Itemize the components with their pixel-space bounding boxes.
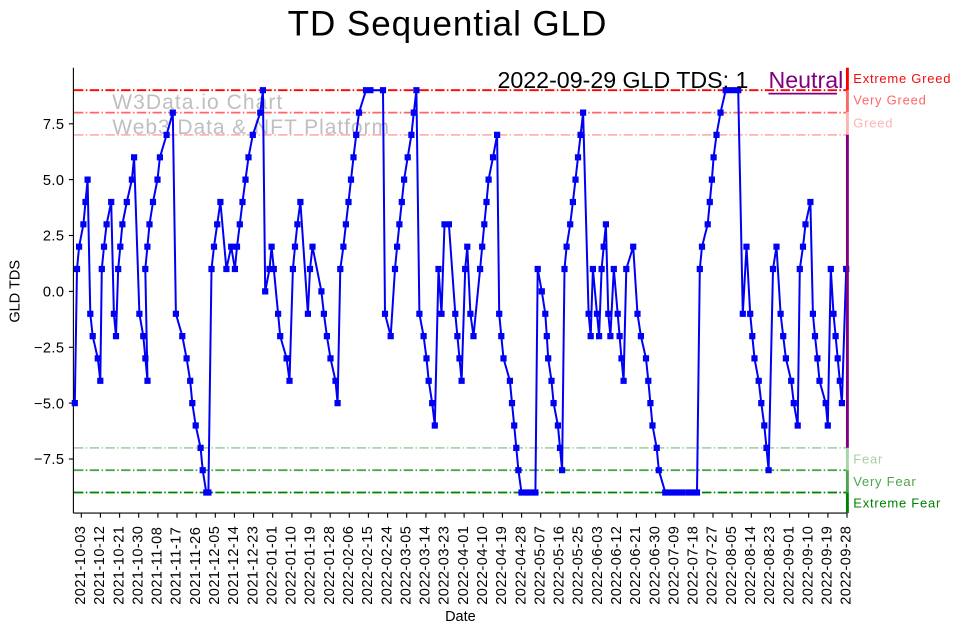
svg-text:2022-01-01: 2022-01-01: [264, 526, 280, 605]
svg-text:2021-11-08: 2021-11-08: [150, 527, 166, 605]
svg-text:Very Greed: Very Greed: [853, 93, 926, 108]
svg-text:2022-03-14: 2022-03-14: [418, 526, 434, 605]
svg-text:2022-07-09: 2022-07-09: [666, 526, 682, 605]
svg-text:2022-03-23: 2022-03-23: [437, 526, 453, 605]
svg-text:2021-12-14: 2021-12-14: [226, 526, 242, 605]
svg-text:2022-07-27: 2022-07-27: [705, 526, 721, 605]
svg-text:2021-10-12: 2021-10-12: [92, 526, 108, 605]
svg-text:2022-06-12: 2022-06-12: [609, 526, 625, 605]
svg-text:2022-09-28: 2022-09-28: [839, 526, 855, 605]
svg-text:Neutral: Neutral: [769, 67, 844, 93]
svg-text:2022-05-16: 2022-05-16: [552, 526, 568, 605]
svg-text:2022-08-05: 2022-08-05: [724, 526, 740, 605]
svg-text:2022-01-28: 2022-01-28: [322, 526, 338, 605]
svg-text:2022-02-15: 2022-02-15: [360, 526, 376, 605]
svg-text:−5.0: −5.0: [34, 396, 65, 412]
svg-text:2.5: 2.5: [43, 229, 65, 245]
svg-text:Extreme Greed: Extreme Greed: [853, 71, 951, 86]
svg-text:2022-01-19: 2022-01-19: [303, 526, 319, 605]
svg-text:−7.5: −7.5: [34, 452, 65, 468]
svg-text:2022-09-19: 2022-09-19: [820, 526, 836, 605]
svg-text:2022-04-28: 2022-04-28: [513, 526, 529, 605]
svg-text:2022-06-21: 2022-06-21: [628, 526, 644, 605]
svg-text:2022-04-10: 2022-04-10: [475, 526, 491, 605]
svg-text:2022-02-24: 2022-02-24: [379, 526, 395, 605]
svg-text:2021-11-17: 2021-11-17: [169, 527, 185, 605]
svg-text:2021-12-23: 2021-12-23: [245, 526, 261, 605]
svg-text:2022-08-23: 2022-08-23: [762, 526, 778, 605]
svg-text:2022-06-30: 2022-06-30: [647, 526, 663, 605]
svg-text:Date: Date: [445, 609, 476, 625]
svg-text:2022-09-10: 2022-09-10: [800, 526, 816, 605]
svg-text:7.5: 7.5: [43, 117, 65, 133]
svg-text:2022-04-01: 2022-04-01: [456, 526, 472, 605]
svg-text:2022-05-07: 2022-05-07: [532, 526, 548, 605]
svg-text:2022-09-01: 2022-09-01: [781, 526, 797, 605]
svg-text:2021-12-05: 2021-12-05: [207, 526, 223, 605]
svg-text:W3Data.io Chart: W3Data.io Chart: [112, 91, 283, 114]
svg-text:Web3 Data & NFT Platform: Web3 Data & NFT Platform: [112, 116, 390, 139]
svg-text:2022-05-25: 2022-05-25: [571, 526, 587, 605]
svg-text:2021-10-03: 2021-10-03: [73, 526, 89, 605]
svg-text:Fear: Fear: [853, 451, 883, 466]
svg-text:2022-01-10: 2022-01-10: [284, 526, 300, 605]
svg-text:0.0: 0.0: [43, 285, 65, 301]
svg-text:GLD TDS: GLD TDS: [8, 260, 24, 323]
svg-text:Greed: Greed: [853, 115, 893, 130]
svg-text:Extreme Fear: Extreme Fear: [853, 496, 941, 511]
svg-text:5.0: 5.0: [43, 173, 65, 189]
svg-text:2022-04-19: 2022-04-19: [494, 526, 510, 605]
svg-text:Very Fear: Very Fear: [853, 474, 916, 489]
svg-text:2022-07-18: 2022-07-18: [686, 526, 702, 605]
svg-text:2022-08-14: 2022-08-14: [743, 526, 759, 605]
svg-text:2022-06-03: 2022-06-03: [590, 526, 606, 605]
svg-text:2021-11-26: 2021-11-26: [188, 527, 204, 605]
svg-text:−2.5: −2.5: [34, 341, 65, 357]
svg-text:2022-09-29 GLD TDS: 1: 2022-09-29 GLD TDS: 1: [498, 67, 749, 93]
svg-text:TD Sequential GLD: TD Sequential GLD: [288, 4, 608, 43]
svg-text:2022-02-06: 2022-02-06: [341, 526, 357, 605]
svg-text:2021-10-21: 2021-10-21: [111, 526, 127, 605]
svg-text:2022-03-05: 2022-03-05: [398, 526, 414, 605]
svg-text:2021-10-30: 2021-10-30: [130, 526, 146, 605]
